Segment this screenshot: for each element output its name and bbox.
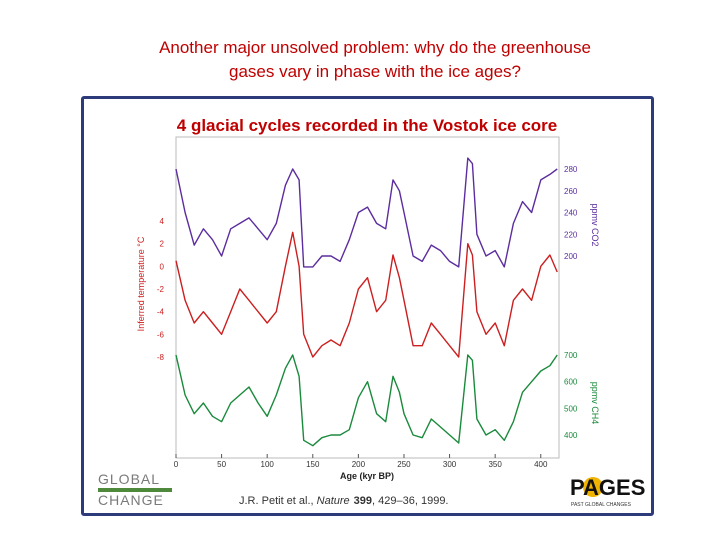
pages-logo-sun-icon [583,477,603,497]
y-tick-inferred-temperature-4: -4 [157,308,165,317]
y-tick-ch4-3: 700 [564,351,578,360]
y-tick-inferred-temperature-5: -6 [157,330,165,339]
global-change-logo-line-1: GLOBAL [98,471,160,487]
y-tick-co2-2: 240 [564,209,578,218]
pages-logo-text: PAGES [570,475,645,500]
y-tick-ch4-0: 400 [564,431,578,440]
y-tick-inferred-temperature-3: -2 [157,285,165,294]
figure-frame: 4 glacial cycles recorded in the Vostok … [81,96,654,516]
x-tick-label-7: 350 [488,460,502,469]
y-axis-label-ch4: ppmv CH4 [590,382,600,425]
citation-authors: J.R. Petit et al., [239,495,317,507]
x-tick-label-5: 250 [397,460,411,469]
citation-journal: Nature [317,495,350,507]
x-tick-label-4: 200 [352,460,366,469]
y-tick-inferred-temperature-6: -8 [157,353,165,362]
x-tick-label-1: 50 [217,460,226,469]
plot-area [175,136,560,459]
chart-title: 4 glacial cycles recorded in the Vostok … [177,116,557,135]
x-tick-label-6: 300 [443,460,457,469]
y-tick-co2-3: 260 [564,187,578,196]
slide-title-line-1: Another major unsolved problem: why do t… [159,38,591,57]
x-tick-label-3: 150 [306,460,320,469]
slide-title-line-2: gases vary in phase with the ice ages? [228,62,521,81]
x-axis-label: Age (kyr BP) [340,471,394,481]
y-tick-inferred-temperature-2: 0 [160,262,165,271]
y-tick-co2-4: 280 [564,165,578,174]
citation-pages: , 429–36, 1999. [372,495,448,507]
series-line-co2 [175,157,558,268]
pages-logo-subtitle: PAST GLOBAL CHANGES [571,502,632,508]
series-line-ch4 [175,354,558,447]
y-tick-inferred-temperature-0: 4 [160,217,165,226]
slide-title: Another major unsolved problem: why do t… [60,36,690,84]
citation-volume: 399 [354,495,372,507]
global-change-logo-bar [98,488,172,492]
global-change-logo-line-2: CHANGE [98,492,164,508]
axes: 200 220 240 260 280 4 2 0 -2 -4 -6 -8 400 500 600 700 0 5… [157,165,578,469]
pages-logo: PAGES PAST GLOBAL CHANGES [570,475,645,508]
global-change-logo: GLOBAL CHANGE [98,471,172,508]
y-axis-label-temperature: Inferred temperature °C [136,236,146,331]
y-axis-label-co2: ppmv CO2 [590,203,600,246]
vostok-chart: 4 glacial cycles recorded in the Vostok … [98,116,645,508]
y-tick-ch4-2: 600 [564,378,578,387]
y-tick-co2-0: 200 [564,252,578,261]
x-tick-label-2: 100 [261,460,275,469]
y-tick-ch4-1: 500 [564,404,578,413]
series-line-inferred-temperature [175,231,558,358]
y-tick-co2-1: 220 [564,230,578,239]
y-tick-inferred-temperature-1: 2 [160,240,165,249]
x-tick-label-0: 0 [174,460,179,469]
x-tick-label-8: 400 [534,460,548,469]
series-lines [175,157,558,447]
citation: J.R. Petit et al., Nature 399, 429–36, 19… [239,495,449,507]
